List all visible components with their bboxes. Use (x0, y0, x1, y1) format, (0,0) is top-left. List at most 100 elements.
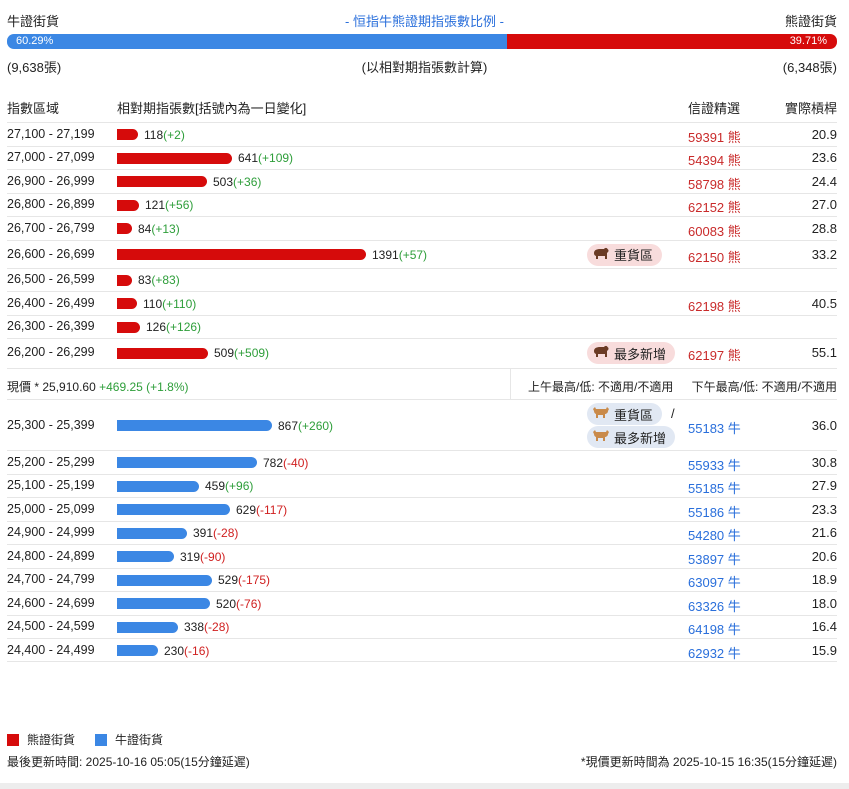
warrant-code[interactable]: 63326 (688, 598, 725, 614)
warrant-code-link[interactable]: 60083 熊 (688, 221, 741, 240)
qty-label: 121(+56) (145, 198, 193, 212)
price-update-note: *現價更新時間為 2025-10-15 16:35(15分鐘延遲) (580, 755, 837, 769)
warrant-code[interactable]: 59391 (688, 129, 725, 145)
qty-change: (+36) (233, 174, 262, 189)
warrant-side: 牛 (727, 420, 741, 436)
warrant-code[interactable]: 55183 (688, 420, 725, 436)
warrant-code-link[interactable]: 64198 牛 (688, 619, 741, 638)
warrant-code[interactable]: 54394 (688, 153, 725, 169)
qty-cell: 319(-90) (117, 549, 225, 565)
qty-label: 1391(+57) (372, 248, 427, 262)
bull-bar (117, 527, 187, 539)
legend: 熊證街貨 牛證街貨 (7, 731, 163, 748)
warrant-code-link[interactable]: 62198 熊 (688, 296, 741, 315)
table-row: 26,300 - 26,399 126(+126) (7, 314, 837, 339)
leverage-cell: 18.0 (811, 595, 837, 611)
warrant-code[interactable]: 62198 (688, 298, 725, 314)
warrant-code-link[interactable]: 55185 牛 (688, 478, 741, 497)
col-qty: 相對期指張數[括號內為一日變化] (117, 101, 307, 116)
col-code: 信證精選 (688, 101, 741, 116)
qty-cell: 126(+126) (117, 319, 201, 335)
bear-icon (593, 345, 609, 361)
warrant-code-link[interactable]: 63326 牛 (688, 596, 741, 615)
bull-bar (117, 645, 158, 657)
current-price-value: 25,910.60 (42, 380, 96, 394)
leverage-cell: 23.3 (811, 501, 837, 517)
warrant-code-link[interactable]: 59391 熊 (688, 127, 741, 146)
warrant-code-link[interactable]: 58798 熊 (688, 174, 741, 193)
leverage-cell: 15.9 (811, 642, 837, 658)
table-row: 27,000 - 27,099 641(+109) 54394 熊 23.6 (7, 145, 837, 170)
warrant-code-link[interactable]: 55186 牛 (688, 502, 741, 521)
warrant-code[interactable]: 58798 (688, 176, 725, 192)
qty-value: 867 (278, 418, 299, 433)
warrant-code[interactable]: 62932 (688, 645, 725, 661)
range-cell: 26,200 - 26,299 (7, 345, 95, 359)
range-cell: 27,000 - 27,099 (7, 150, 95, 165)
warrant-code-link[interactable]: 63097 牛 (688, 572, 741, 591)
col-range: 指數區域 (7, 101, 60, 116)
warrant-code[interactable]: 62197 (688, 348, 725, 363)
warrant-code[interactable]: 55933 (688, 457, 725, 473)
qty-label: 641(+109) (238, 151, 293, 165)
qty-change: (-28) (213, 526, 239, 541)
range-cell: 24,400 - 24,499 (7, 642, 95, 657)
warrant-code-link[interactable]: 55183 牛 (688, 418, 741, 437)
warrant-side: 牛 (727, 598, 741, 614)
legend-bull-label: 牛證街貨 (115, 733, 164, 747)
qty-cell: 121(+56) (117, 197, 193, 213)
tag-label: 重貨區 (614, 248, 654, 263)
warrant-code[interactable]: 62152 (688, 200, 725, 216)
leverage-cell: 24.4 (811, 173, 837, 189)
qty-change: (-16) (184, 643, 210, 658)
page-title[interactable]: - 恒指牛熊證期指張數比例 - (345, 14, 504, 29)
warrant-code-link[interactable]: 54394 熊 (688, 150, 741, 169)
warrant-code[interactable]: 55185 (688, 481, 725, 497)
warrant-code-link[interactable]: 55933 牛 (688, 455, 741, 474)
leverage-cell: 23.6 (811, 150, 837, 166)
bear-bar (117, 152, 232, 164)
leverage-cell: 30.8 (811, 454, 837, 470)
tag-label: 最多新增 (614, 346, 667, 362)
warrant-code-link[interactable]: 62932 牛 (688, 643, 741, 662)
warrant-code[interactable]: 54280 (688, 528, 725, 544)
leverage-cell: 20.6 (811, 548, 837, 564)
table-row: 24,900 - 24,999 391(-28) 54280 牛 21.6 (7, 520, 837, 545)
qty-label: 83(+83) (138, 273, 180, 287)
bull-bar (117, 598, 210, 610)
warrant-side: 熊 (727, 200, 741, 216)
bear-bar (117, 223, 132, 235)
bear-bar (117, 274, 132, 286)
warrant-code-link[interactable]: 62150 熊 (688, 247, 741, 266)
qty-label: 867(+260) (278, 419, 333, 433)
leverage-cell: 21.6 (811, 525, 837, 541)
warrant-code[interactable]: 53897 (688, 551, 725, 567)
range-cell: 26,600 - 26,699 (7, 246, 95, 261)
qty-cell: 459(+96) (117, 478, 253, 494)
warrant-code-link[interactable]: 62152 熊 (688, 197, 741, 216)
warrant-side: 熊 (727, 129, 741, 145)
qty-change: (+109) (258, 151, 294, 166)
table-row: 26,500 - 26,599 83(+83) (7, 267, 837, 292)
warrant-code[interactable]: 55186 (688, 504, 725, 520)
table-row: 26,200 - 26,299 509(+509) 62197 熊 55.1 最多新增 (7, 338, 837, 366)
bottom-divider (0, 783, 849, 789)
bull-bar (117, 480, 199, 492)
warrant-code-link[interactable]: 54280 牛 (688, 525, 741, 544)
qty-cell: 629(-117) (117, 502, 287, 518)
warrant-code[interactable]: 64198 (688, 622, 725, 638)
warrant-side: 牛 (727, 504, 741, 520)
warrant-code[interactable]: 60083 (688, 223, 725, 239)
qty-change: (+126) (166, 320, 202, 335)
warrant-code-link[interactable]: 62197 熊 (688, 345, 741, 364)
qty-value: 121 (145, 198, 166, 213)
table-row: 24,800 - 24,899 319(-90) 53897 牛 20.6 (7, 544, 837, 568)
qty-cell: 83(+83) (117, 272, 180, 288)
warrant-code-link[interactable]: 53897 牛 (688, 549, 741, 568)
qty-cell: 230(-16) (117, 643, 209, 659)
warrant-side: 牛 (727, 481, 741, 497)
range-cell: 24,600 - 24,699 (7, 595, 95, 610)
warrant-code[interactable]: 62150 (688, 249, 725, 265)
warrant-side: 牛 (727, 528, 741, 544)
warrant-code[interactable]: 63097 (688, 575, 725, 591)
